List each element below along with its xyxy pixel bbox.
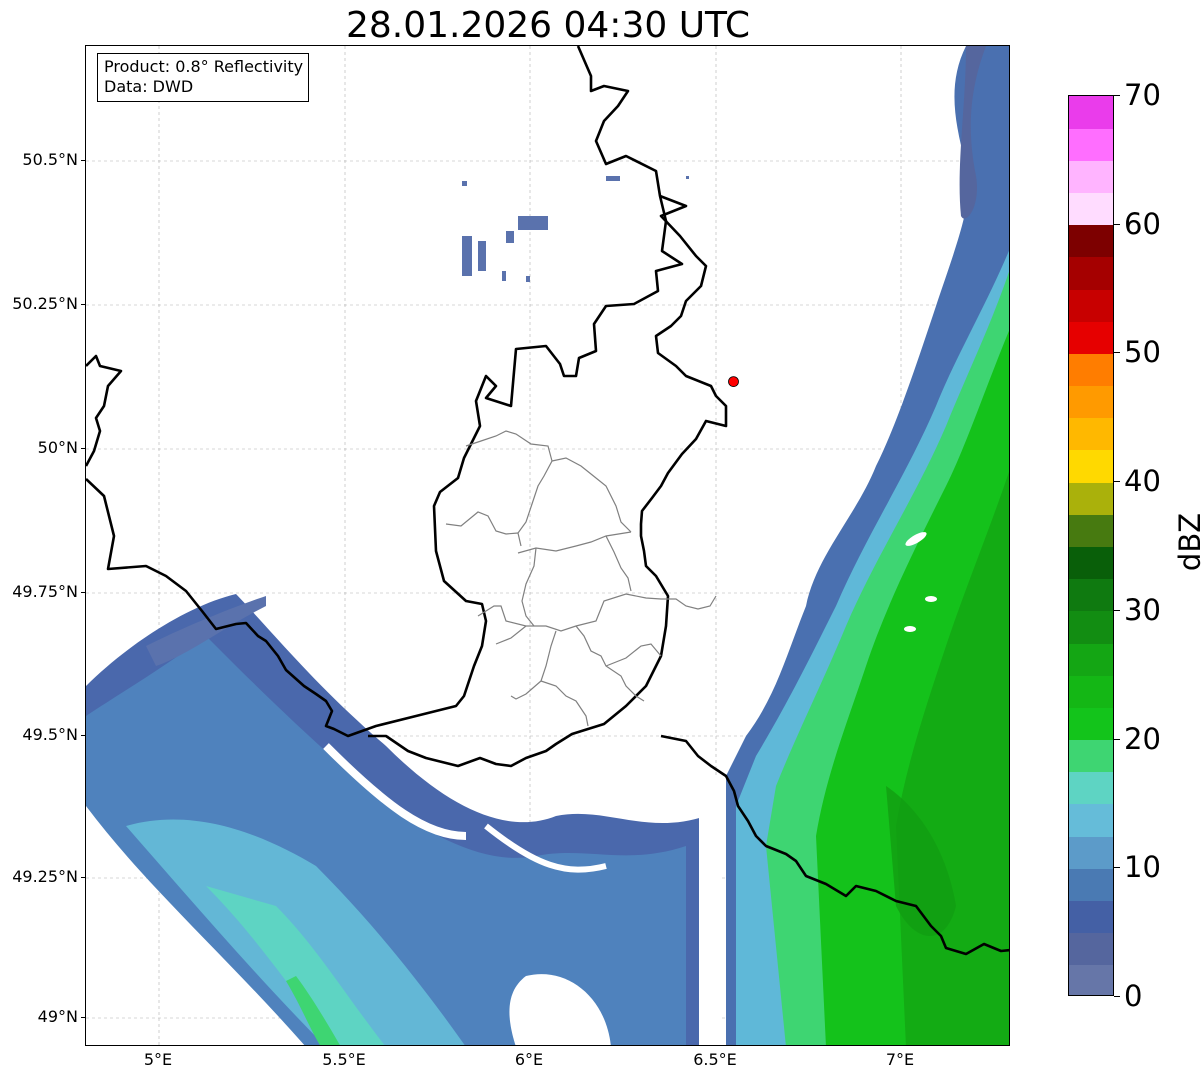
colorbar-tick-mark — [1114, 352, 1120, 354]
colorbar-segment — [1069, 578, 1113, 612]
radar-echo-isolated — [462, 176, 689, 282]
colorbar-segment — [1069, 192, 1113, 226]
colorbar-segment — [1069, 610, 1113, 644]
colorbar-tick-mark — [1114, 996, 1120, 997]
radar-map-canvas — [86, 46, 1009, 1045]
colorbar-tick-mark — [1114, 738, 1120, 740]
colorbar-segment — [1069, 417, 1113, 451]
colorbar-tick-label: 20 — [1124, 721, 1161, 756]
lon-tick-label: 6°E — [514, 1050, 544, 1069]
colorbar-segment — [1069, 96, 1113, 129]
lat-tick-label: 49.25°N — [0, 868, 85, 886]
radar-map[interactable] — [85, 45, 1010, 1046]
colorbar-segment — [1069, 321, 1113, 354]
colorbar-segment — [1069, 514, 1113, 547]
colorbar-segment — [1069, 675, 1113, 708]
colorbar-tick-mark — [1114, 609, 1120, 611]
colorbar — [1068, 95, 1114, 996]
colorbar-segment — [1069, 256, 1113, 290]
colorbar-segment — [1069, 289, 1113, 322]
colorbar-segment — [1069, 643, 1113, 676]
colorbar-tick-label: 60 — [1124, 206, 1161, 241]
lat-tick-label: 49°N — [0, 1008, 85, 1026]
colorbar-tick-label: 10 — [1124, 850, 1161, 885]
colorbar-label: dBZ — [1173, 512, 1202, 572]
lon-tick-label: 7°E — [885, 1050, 915, 1069]
colorbar-tick-mark — [1114, 481, 1120, 483]
national-borders — [86, 46, 1009, 956]
colorbar-segment — [1069, 449, 1113, 483]
data-source-label: Data: DWD — [104, 77, 194, 96]
product-label: Product: 0.8° Reflectivity — [104, 57, 304, 76]
location-marker[interactable] — [728, 376, 739, 388]
lon-tick-label: 5.5°E — [322, 1050, 366, 1069]
colorbar-segment — [1069, 964, 1113, 995]
lat-tick-label: 50.25°N — [0, 295, 85, 313]
colorbar-tick-label: 50 — [1124, 335, 1161, 370]
radar-echo-east — [713, 46, 1009, 1045]
colorbar-segment — [1069, 836, 1113, 869]
colorbar-segment — [1069, 385, 1113, 419]
colorbar-segment — [1069, 546, 1113, 580]
colorbar-segment — [1069, 932, 1113, 966]
colorbar-segment — [1069, 739, 1113, 773]
radar-echo-southwest — [86, 594, 721, 1045]
colorbar-segment — [1069, 160, 1113, 194]
colorbar-tick-mark — [1114, 867, 1120, 869]
colorbar-tick-mark — [1114, 95, 1120, 96]
map-title: 28.01.2026 04:30 UTC — [345, 5, 751, 46]
colorbar-segment — [1069, 353, 1113, 387]
colorbar-tick-mark — [1114, 223, 1120, 225]
lat-tick-label: 50.5°N — [0, 151, 85, 169]
colorbar-segment — [1069, 900, 1113, 934]
lat-tick-label: 50°N — [0, 439, 85, 457]
colorbar-segment — [1069, 482, 1113, 515]
lat-tick-label: 49.5°N — [0, 726, 85, 744]
colorbar-segment — [1069, 128, 1113, 161]
lon-tick-label: 6.5°E — [693, 1050, 737, 1069]
lon-tick-label: 5°E — [143, 1050, 173, 1069]
product-info-box: Product: 0.8° Reflectivity Data: DWD — [97, 53, 310, 102]
canton-boundaries — [445, 430, 717, 727]
colorbar-tick-label: 40 — [1124, 464, 1161, 499]
colorbar-segment — [1069, 803, 1113, 837]
colorbar-segment — [1069, 771, 1113, 805]
colorbar-tick-label: 0 — [1124, 979, 1143, 1013]
lat-tick-label: 49.75°N — [0, 583, 85, 601]
colorbar-segment — [1069, 224, 1113, 258]
colorbar-segment — [1069, 868, 1113, 901]
colorbar-tick-label: 30 — [1124, 592, 1161, 627]
colorbar-segment — [1069, 707, 1113, 741]
colorbar-tick-label: 70 — [1124, 78, 1161, 112]
